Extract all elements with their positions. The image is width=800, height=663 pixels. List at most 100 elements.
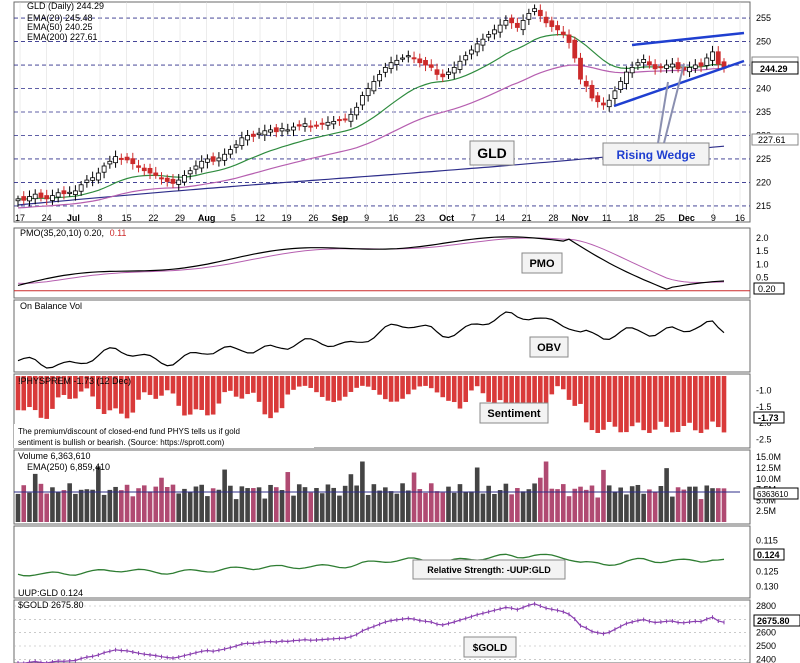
panel-frame xyxy=(13,227,751,299)
gold-panel: $GOLD 2675.80 $GOLD 28002700260025002400… xyxy=(17,600,800,663)
panel-frame xyxy=(13,299,751,373)
candle-body xyxy=(612,90,618,99)
candle-body xyxy=(170,178,176,184)
sentiment-bar xyxy=(463,376,469,402)
volume-bar xyxy=(618,487,623,522)
sentiment-note-line: sentiment is bullish or bearish. (Source… xyxy=(18,438,225,447)
panel-frame xyxy=(13,599,751,663)
sentiment-bar xyxy=(520,376,526,417)
sentiment-bar xyxy=(176,376,182,406)
candle-body xyxy=(606,99,612,108)
candle-body xyxy=(337,119,342,122)
candle-body xyxy=(222,153,228,161)
candle-body xyxy=(291,126,296,131)
sentiment-bar xyxy=(141,376,147,393)
sentiment-bar xyxy=(78,376,84,392)
candle-body xyxy=(67,191,73,194)
volume-bar xyxy=(365,494,371,522)
date-label: 14 xyxy=(495,213,505,223)
candle-body xyxy=(388,62,394,70)
grid-lines xyxy=(14,2,750,660)
candle-body xyxy=(664,64,670,69)
candle-body xyxy=(497,24,503,33)
sentiment-bar xyxy=(394,376,400,402)
sentiment-bar xyxy=(348,376,354,392)
volume-bar xyxy=(451,492,457,522)
rs-tick-label: 0.125 xyxy=(756,566,779,576)
sentiment-bar xyxy=(61,376,67,395)
candle-body xyxy=(205,158,210,163)
volume-bar xyxy=(721,488,727,522)
volume-bar xyxy=(302,487,308,522)
date-label: 29 xyxy=(175,213,185,223)
volume-bar xyxy=(486,485,491,522)
volume-bar xyxy=(658,486,664,522)
gold-tick-label: 2500 xyxy=(756,641,776,651)
volume-last-tag xyxy=(753,487,799,500)
volume-bar xyxy=(612,491,618,522)
sentiment-bar xyxy=(515,376,520,422)
sentiment-bar xyxy=(549,376,555,395)
sentiment-bar xyxy=(319,376,325,397)
volume-bar xyxy=(96,466,101,522)
volume-bar xyxy=(55,491,61,522)
volume-bar xyxy=(474,467,480,522)
volume-tick-label: 15.0M xyxy=(756,452,781,462)
price-tick-label: 250 xyxy=(756,37,771,47)
volume-bar xyxy=(348,474,354,522)
candle-body xyxy=(509,17,515,24)
volume-bar xyxy=(635,484,641,522)
date-label: 23 xyxy=(415,213,425,223)
gold-tick-label: 2400 xyxy=(756,654,776,663)
sentiment-bar xyxy=(388,376,394,402)
sentiment-bar xyxy=(38,376,44,418)
sentiment-bar xyxy=(153,376,159,399)
sentiment-bar xyxy=(273,376,279,413)
volume-bar xyxy=(715,488,721,522)
volume-bar xyxy=(67,483,72,522)
volume-bar xyxy=(107,489,113,522)
candle-body xyxy=(715,51,721,65)
pmo-tick-label: 0.5 xyxy=(756,273,769,283)
candle-body xyxy=(480,38,486,46)
rs-line xyxy=(17,553,725,577)
sentiment-bar xyxy=(205,376,210,416)
volume-bar xyxy=(119,490,124,522)
sentiment-bar xyxy=(32,376,38,411)
sentiment-bar xyxy=(360,376,365,386)
volume-bar xyxy=(291,495,296,522)
candle-body xyxy=(84,179,90,183)
sentiment-bar xyxy=(555,376,560,387)
candle-body xyxy=(113,156,118,164)
candle-body xyxy=(90,177,96,181)
candle-body xyxy=(159,177,164,180)
sentiment-label-box xyxy=(479,402,549,424)
sentiment-bar xyxy=(486,376,491,402)
volume-bar xyxy=(90,489,95,522)
volume-bar xyxy=(492,493,497,522)
sentiment-bar xyxy=(652,376,658,430)
candle-body xyxy=(704,57,710,66)
legend-ema200: EMA(200) 227.61 xyxy=(27,32,98,42)
obv-panel: On Balance Vol OBV xyxy=(17,301,725,369)
sentiment-bar xyxy=(658,376,664,422)
sentiment-bar xyxy=(572,376,578,406)
volume-bar xyxy=(27,492,32,522)
candle-body xyxy=(537,9,543,17)
sentiment-bar xyxy=(411,376,417,390)
volume-bar xyxy=(228,485,233,522)
sentiment-bar xyxy=(50,376,55,409)
pmo-last-tag xyxy=(753,282,785,295)
sentiment-bar xyxy=(480,376,486,394)
candle-body xyxy=(78,184,84,192)
volume-bar xyxy=(342,485,348,522)
wedge-upper-line xyxy=(631,31,745,47)
sentiment-bar xyxy=(279,376,285,409)
sentiment-bar xyxy=(681,376,687,426)
candle-body xyxy=(428,64,434,68)
volume-bar xyxy=(555,489,560,522)
gold-series-line xyxy=(18,603,725,663)
sentiment-bar xyxy=(113,376,118,409)
candle-body xyxy=(451,66,457,74)
